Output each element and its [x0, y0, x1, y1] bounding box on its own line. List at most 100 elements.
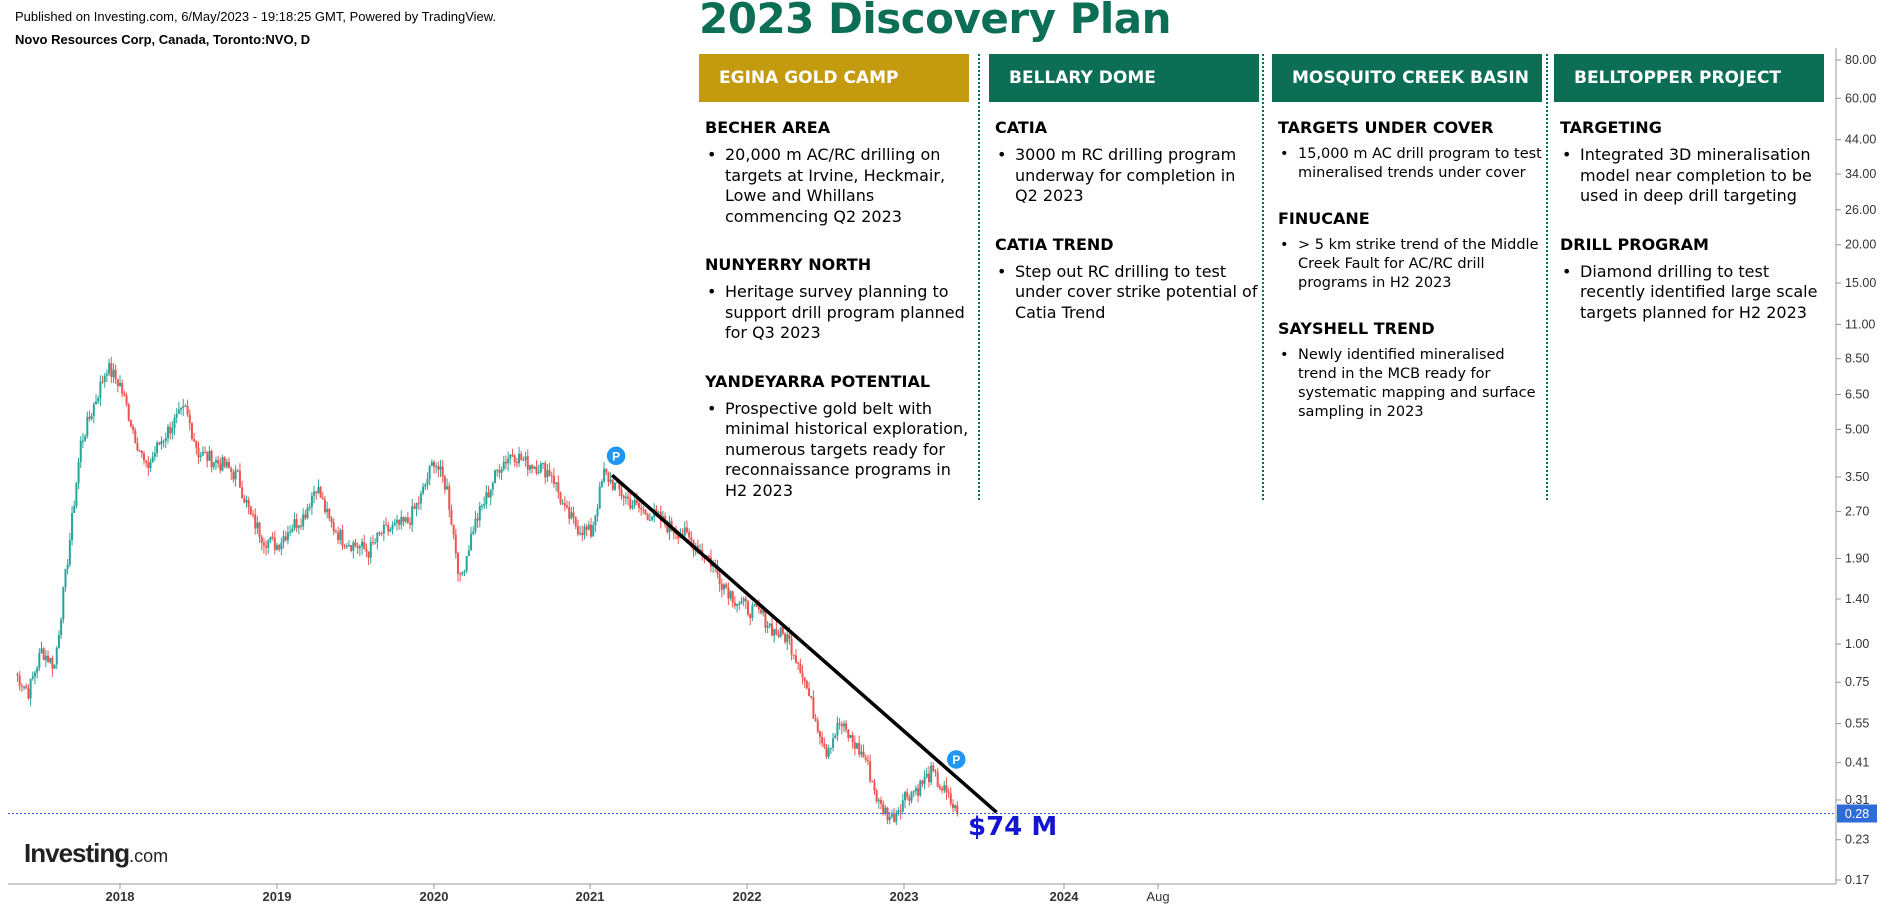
price-candle: [509, 454, 512, 459]
price-candle: [304, 514, 307, 519]
price-candle: [605, 468, 608, 473]
price-candle: [459, 573, 462, 575]
price-candle: [864, 757, 867, 761]
price-candle: [40, 648, 43, 654]
section-title: NUNYERRY NORTH: [705, 255, 872, 274]
bullet-list: Integrated 3D mineralisation model near …: [1560, 145, 1824, 207]
price-candle: [932, 765, 935, 772]
price-candle: [467, 550, 470, 557]
price-candle: [581, 532, 584, 536]
price-candle: [476, 518, 479, 521]
bullet-item: Prospective gold belt with minimal histo…: [705, 399, 969, 502]
price-candle: [398, 519, 401, 525]
price-candle: [784, 633, 787, 643]
price-candle: [319, 486, 322, 498]
price-candle: [140, 450, 143, 454]
price-candle: [849, 734, 852, 738]
price-candle: [354, 542, 357, 547]
price-candle: [858, 743, 861, 755]
section-title: DRILL PROGRAM: [1560, 234, 1709, 254]
price-candle: [598, 486, 601, 509]
price-candle: [433, 462, 435, 467]
price-candle: [417, 503, 420, 505]
marker-badge[interactable]: [945, 748, 967, 771]
price-candle: [627, 496, 630, 499]
price-candle: [347, 545, 350, 547]
price-candle: [910, 791, 913, 801]
price-candle: [927, 773, 930, 783]
price-candle: [406, 517, 409, 523]
price-candle: [330, 518, 333, 523]
y-tick-label: 6.50: [1845, 387, 1869, 401]
price-candle: [57, 635, 60, 648]
price-candle: [518, 453, 521, 464]
price-candle: [906, 792, 909, 798]
price-candle: [16, 673, 19, 676]
price-candle: [801, 672, 804, 678]
price-candle: [814, 718, 817, 721]
price-candle: [77, 461, 80, 484]
price-candle: [504, 461, 507, 464]
investing-logo[interactable]: Investing.com: [24, 838, 168, 869]
marker-badge[interactable]: [605, 445, 627, 467]
bullet-list: 15,000 m AC drill program to test minera…: [1278, 145, 1542, 183]
price-candle: [770, 623, 773, 636]
price-candle: [321, 497, 324, 500]
price-candle: [230, 468, 233, 472]
price-candle: [387, 524, 390, 532]
price-candle: [945, 785, 948, 793]
price-candle: [951, 803, 954, 809]
price-candle: [424, 484, 427, 487]
price-candle: [62, 587, 65, 620]
price-candle: [121, 382, 124, 394]
price-candle: [99, 381, 102, 399]
price-candle: [651, 516, 654, 520]
y-tick-label: 1.00: [1845, 637, 1869, 651]
price-candle: [594, 515, 597, 526]
plan-section: FINUCANE > 5 km strike trend of the Middl…: [1272, 209, 1542, 293]
price-candle: [690, 537, 693, 541]
price-candle: [20, 685, 23, 687]
price-candle: [385, 524, 388, 526]
price-candle: [611, 479, 614, 490]
price-candle: [522, 459, 525, 461]
trendline[interactable]: [610, 473, 998, 814]
bullet-list: Newly identified mineralised trend in th…: [1278, 346, 1542, 422]
y-tick-label: 0.31: [1845, 793, 1869, 807]
price-candle: [827, 748, 830, 757]
bullet-item: Integrated 3D mineralisation model near …: [1560, 145, 1824, 207]
price-candle: [149, 461, 152, 469]
price-candle: [110, 363, 113, 377]
price-candle: [877, 799, 880, 802]
price-candle: [821, 736, 824, 744]
price-candle: [624, 496, 627, 499]
y-tick-label: 20.00: [1845, 238, 1876, 252]
price-candle: [367, 551, 370, 558]
price-candle: [245, 500, 248, 503]
section-title: FINUCANE: [1278, 209, 1370, 228]
y-tick-label: 8.50: [1845, 352, 1869, 366]
price-candle: [866, 760, 869, 762]
bullet-list: Step out RC drilling to test under cover…: [995, 262, 1259, 324]
price-candle: [725, 584, 728, 588]
price-candle: [914, 788, 917, 792]
price-candle: [219, 463, 222, 471]
price-candle: [313, 491, 316, 496]
price-candle: [603, 468, 606, 482]
section-title: YANDEYARRA POTENTIAL: [705, 371, 931, 391]
price-candle: [352, 542, 355, 551]
price-candle: [790, 638, 793, 655]
price-candle: [723, 584, 726, 590]
price-candle: [369, 542, 372, 558]
x-tick-label: 2018: [106, 889, 135, 904]
price-candle: [485, 492, 488, 505]
price-candle: [228, 462, 231, 469]
price-candle: [51, 657, 54, 669]
column-heading: BELLARY DOME: [989, 54, 1259, 102]
price-candle: [42, 648, 45, 661]
price-candle: [199, 455, 202, 458]
price-candle: [470, 533, 473, 551]
price-candle: [832, 738, 835, 748]
price-candle: [171, 427, 174, 434]
